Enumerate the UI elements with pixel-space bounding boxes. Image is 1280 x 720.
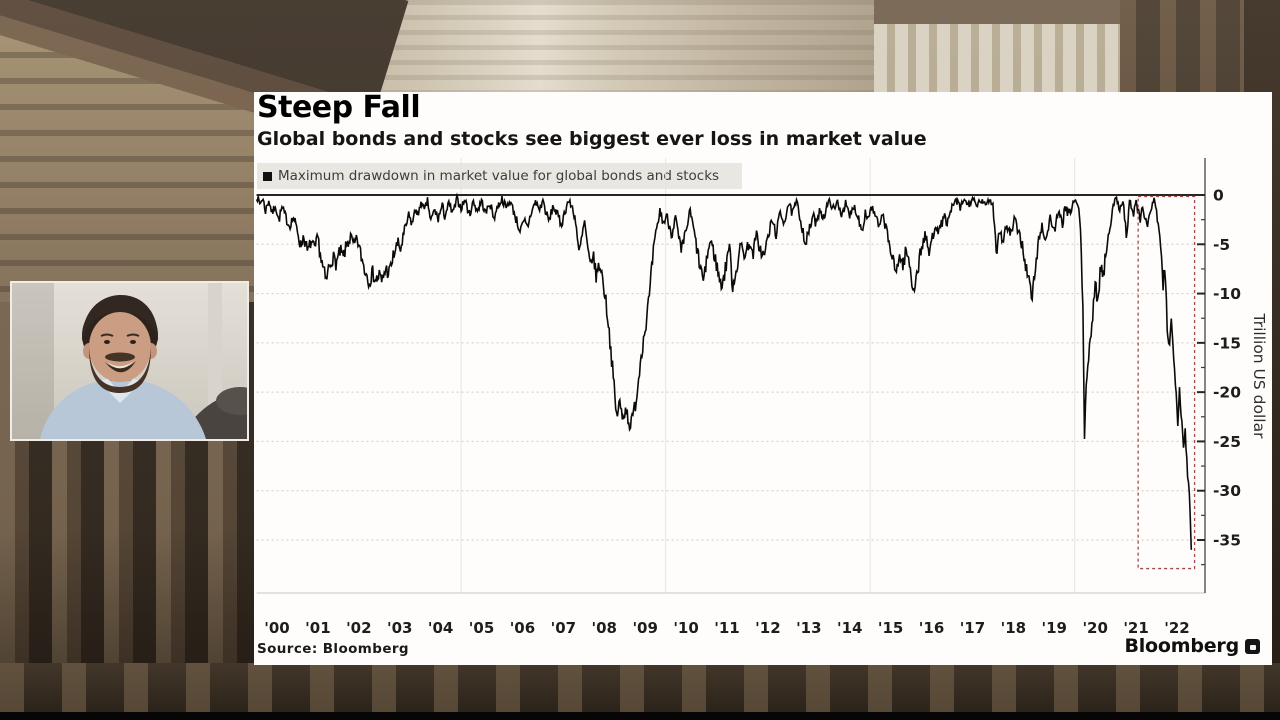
legend-label: Maximum drawdown in market value for glo… xyxy=(278,168,720,184)
y-tick-label: -30 xyxy=(1213,482,1241,500)
x-tick-label: '09 xyxy=(632,619,657,637)
background-street-level xyxy=(0,663,1280,713)
legend-swatch-icon xyxy=(263,171,272,181)
x-tick-label: '01 xyxy=(305,619,330,637)
x-tick-label: '18 xyxy=(1001,619,1026,637)
x-tick-label: '20 xyxy=(1082,619,1107,637)
y-tick-label: -35 xyxy=(1213,531,1241,549)
x-tick-label: '00 xyxy=(264,619,289,637)
chart-title: Steep Fall xyxy=(257,90,421,125)
x-tick-label: '15 xyxy=(878,619,903,637)
x-tick-label: '13 xyxy=(796,619,821,637)
x-tick-label: '10 xyxy=(673,619,698,637)
y-tick-label: -25 xyxy=(1213,433,1241,451)
y-tick-label: -20 xyxy=(1213,384,1241,402)
x-tick-label: '03 xyxy=(387,619,412,637)
webcam-overlay xyxy=(10,281,249,441)
source-label: Source: Bloomberg xyxy=(257,641,409,657)
letterbox-bar xyxy=(0,712,1280,720)
y-axis-title: Trillion US dollar xyxy=(1250,313,1268,440)
webcam-video xyxy=(12,283,247,439)
x-tick-label: '02 xyxy=(346,619,371,637)
y-tick-label: 0 xyxy=(1213,187,1224,205)
highlight-box xyxy=(1137,195,1196,570)
x-tick-label: '08 xyxy=(592,619,617,637)
drawdown-line xyxy=(255,192,1193,550)
y-tick-label: -15 xyxy=(1213,334,1241,352)
x-tick-label: '14 xyxy=(837,619,862,637)
bloomberg-logo-text: Bloomberg xyxy=(1124,635,1239,657)
bloomberg-logo-icon xyxy=(1245,638,1260,654)
x-tick-label: '06 xyxy=(510,619,535,637)
x-tick-label: '17 xyxy=(960,619,985,637)
chart-subtitle: Global bonds and stocks see biggest ever… xyxy=(257,128,927,150)
x-tick-label: '07 xyxy=(551,619,576,637)
chart-panel: Steep Fall Global bonds and stocks see b… xyxy=(254,92,1272,665)
webcam-sofa-arm xyxy=(216,387,247,415)
webcam-wall-shadow xyxy=(12,283,54,439)
chart-legend: Maximum drawdown in market value for glo… xyxy=(257,163,742,189)
x-tick-label: '19 xyxy=(1042,619,1067,637)
x-tick-label: '04 xyxy=(428,619,453,637)
x-tick-label: '11 xyxy=(714,619,739,637)
background-building-columns-right xyxy=(874,0,1124,96)
y-tick-label: -10 xyxy=(1213,285,1241,303)
bloomberg-logo: Bloomberg xyxy=(1124,635,1260,657)
x-tick-label: '16 xyxy=(919,619,944,637)
webcam-person xyxy=(40,295,206,439)
x-tick-label: '12 xyxy=(755,619,780,637)
y-tick-label: -5 xyxy=(1213,236,1230,254)
x-tick-label: '05 xyxy=(469,619,494,637)
